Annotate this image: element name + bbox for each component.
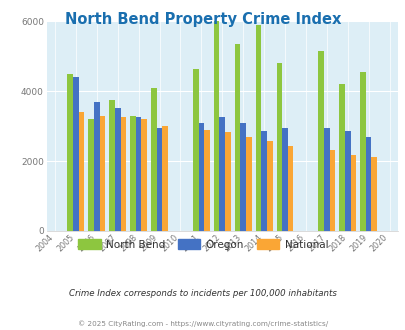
Bar	[213, 21, 219, 231]
Bar	[287, 146, 293, 231]
Legend: North Bend, Oregon, National: North Bend, Oregon, National	[73, 235, 332, 254]
Bar	[329, 149, 335, 231]
Bar	[204, 130, 209, 231]
Bar	[109, 100, 115, 231]
Bar	[234, 44, 240, 231]
Bar	[67, 74, 73, 231]
Bar	[276, 63, 281, 231]
Bar	[245, 137, 251, 231]
Text: © 2025 CityRating.com - https://www.cityrating.com/crime-statistics/: © 2025 CityRating.com - https://www.city…	[78, 321, 327, 327]
Bar	[115, 108, 120, 231]
Bar	[79, 112, 84, 231]
Bar	[224, 132, 230, 231]
Bar	[192, 69, 198, 231]
Bar	[141, 119, 147, 231]
Bar	[350, 155, 355, 231]
Bar	[261, 131, 266, 231]
Bar	[318, 51, 323, 231]
Bar	[198, 123, 204, 231]
Bar	[255, 25, 261, 231]
Text: North Bend Property Crime Index: North Bend Property Crime Index	[65, 12, 340, 26]
Bar	[136, 117, 141, 231]
Text: Crime Index corresponds to incidents per 100,000 inhabitants: Crime Index corresponds to incidents per…	[69, 289, 336, 298]
Bar	[323, 128, 329, 231]
Bar	[281, 128, 287, 231]
Bar	[240, 123, 245, 231]
Bar	[266, 141, 272, 231]
Bar	[151, 88, 156, 231]
Bar	[100, 116, 105, 231]
Bar	[339, 84, 344, 231]
Bar	[219, 117, 224, 231]
Bar	[88, 119, 94, 231]
Bar	[162, 125, 168, 231]
Bar	[371, 157, 376, 231]
Bar	[344, 131, 350, 231]
Bar	[365, 137, 371, 231]
Bar	[156, 128, 162, 231]
Bar	[120, 117, 126, 231]
Bar	[73, 77, 79, 231]
Bar	[130, 116, 136, 231]
Bar	[359, 72, 365, 231]
Bar	[94, 103, 100, 231]
